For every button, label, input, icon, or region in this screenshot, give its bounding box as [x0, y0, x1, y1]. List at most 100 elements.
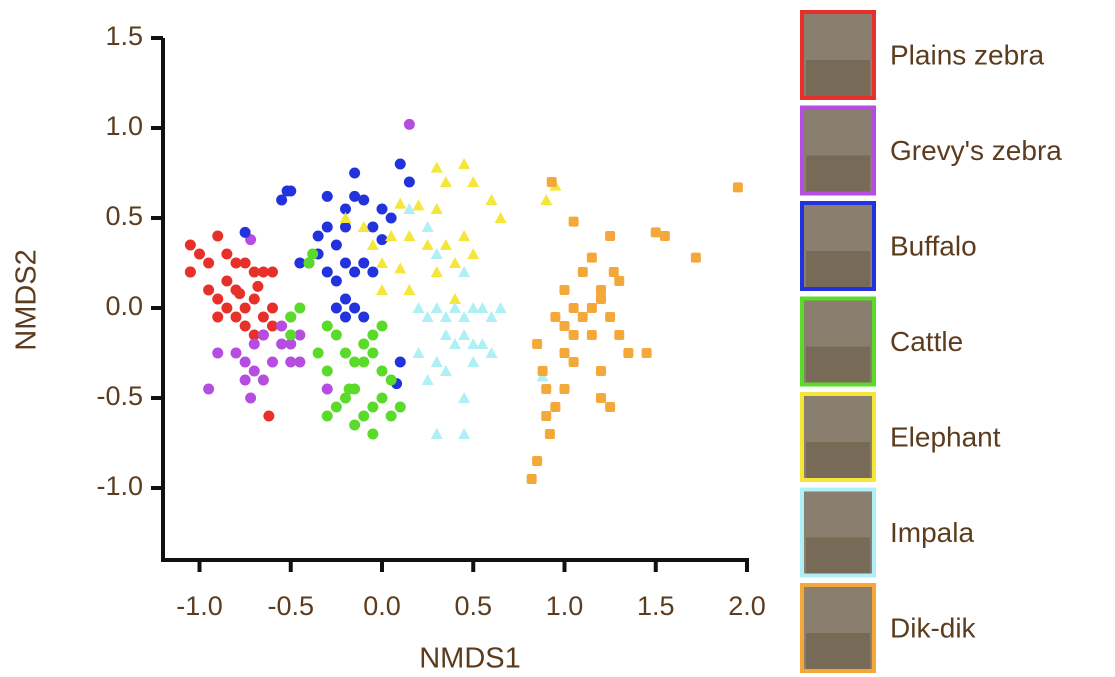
point [403, 230, 415, 241]
legend-label: Grevy's zebra [890, 135, 1062, 166]
point [413, 302, 425, 313]
point [344, 384, 355, 395]
point [349, 303, 360, 314]
point [377, 204, 388, 215]
point [605, 231, 615, 241]
legend-label: Impala [890, 517, 974, 548]
point [367, 348, 378, 359]
point [267, 303, 278, 314]
point [532, 456, 542, 466]
point [495, 212, 507, 223]
point [560, 384, 570, 394]
point [294, 357, 305, 368]
point [258, 312, 269, 323]
chart: NMDS1 NMDS2 -1.0-0.50.00.51.01.52.0-1.0-… [0, 0, 1115, 677]
point [263, 411, 274, 422]
point [385, 230, 397, 241]
point [358, 258, 369, 269]
legend-photo-shade [806, 538, 870, 574]
legend-label: Cattle [890, 326, 963, 357]
point [560, 321, 570, 331]
point [331, 303, 342, 314]
point [467, 356, 479, 367]
point [276, 321, 287, 332]
point [294, 303, 305, 314]
legend-photo-shade [806, 156, 870, 192]
point [221, 303, 232, 314]
point [340, 294, 351, 305]
point [404, 119, 415, 130]
x-tick-label: 0.5 [454, 591, 492, 621]
y-tick-label: -1.0 [96, 471, 143, 501]
point [240, 258, 251, 269]
point [605, 312, 615, 322]
point [403, 284, 415, 295]
point [691, 253, 701, 263]
point [234, 288, 245, 299]
point [185, 267, 196, 278]
point [377, 366, 388, 377]
point [340, 312, 351, 323]
point [358, 357, 369, 368]
point [377, 321, 388, 332]
legend-label: Elephant [890, 421, 1001, 452]
legend-photo-shade [806, 347, 870, 383]
point [212, 312, 223, 323]
point [431, 302, 443, 313]
point [587, 253, 597, 263]
point [367, 429, 378, 440]
point [377, 393, 388, 404]
point [394, 198, 406, 209]
point [431, 428, 443, 439]
point [322, 191, 333, 202]
y-tick-label: 0.0 [105, 291, 143, 321]
point [249, 366, 260, 377]
x-axis-title: NMDS1 [419, 643, 521, 675]
point [331, 330, 342, 341]
point [267, 267, 278, 278]
legend-label: Plains zebra [890, 39, 1045, 70]
point [431, 266, 443, 277]
point [285, 312, 296, 323]
point [578, 312, 588, 322]
point [596, 294, 606, 304]
point [358, 312, 369, 323]
point [194, 249, 205, 260]
x-tick-label: -0.5 [267, 591, 314, 621]
point [422, 221, 434, 232]
legend-label: Dik-dik [890, 612, 977, 643]
point [307, 249, 318, 260]
point [547, 177, 557, 187]
point [458, 230, 470, 241]
point [395, 159, 406, 170]
point [476, 338, 488, 349]
point [733, 182, 743, 192]
point [587, 330, 597, 340]
point [240, 303, 251, 314]
point [550, 312, 560, 322]
point [614, 276, 624, 286]
legend-photo-shade [806, 633, 870, 669]
y-tick-label: 1.0 [105, 111, 143, 141]
point [431, 356, 443, 367]
point [331, 240, 342, 251]
point [541, 411, 551, 421]
point [413, 199, 425, 210]
point [422, 239, 434, 250]
point [203, 384, 214, 395]
point [642, 348, 652, 358]
point [569, 357, 579, 367]
point [440, 176, 452, 187]
point [240, 321, 251, 332]
point [660, 231, 670, 241]
point [578, 267, 588, 277]
point [540, 194, 552, 205]
point [331, 402, 342, 413]
point [569, 330, 579, 340]
point [240, 227, 251, 238]
point [285, 186, 296, 197]
point [527, 474, 537, 484]
point [386, 213, 397, 224]
point [614, 330, 624, 340]
point [349, 168, 360, 179]
